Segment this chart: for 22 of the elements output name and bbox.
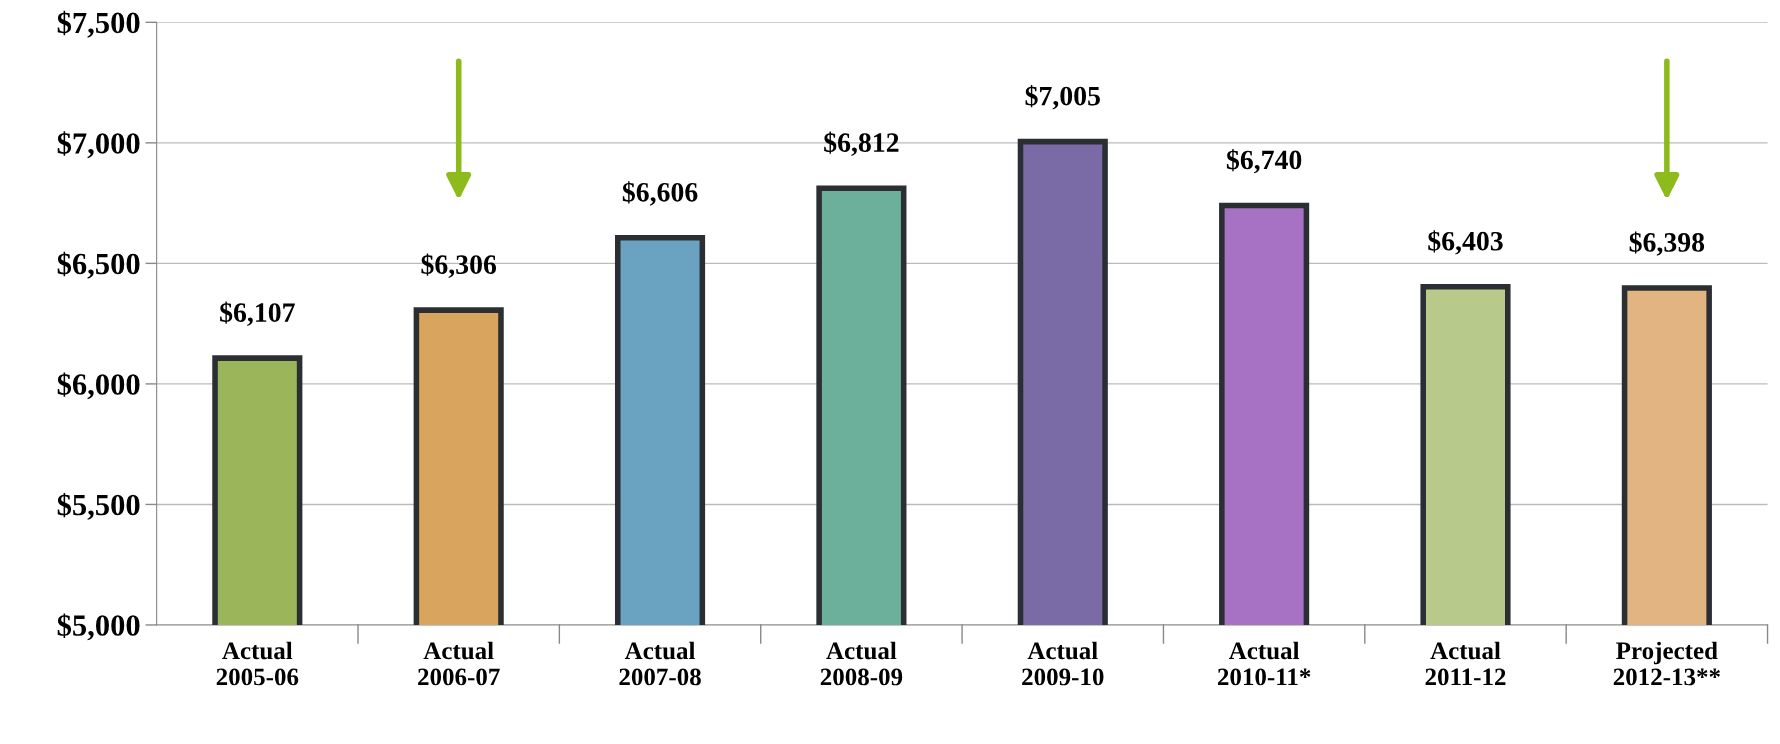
y-tick-label: $6,000	[57, 372, 140, 400]
x-tick-label: Actual 2007-08	[619, 641, 701, 686]
data-label: $6,107	[220, 301, 295, 326]
data-label: $6,740	[1226, 148, 1302, 174]
y-tick-label: $5,500	[57, 492, 140, 520]
y-tick-label: $6,500	[57, 251, 140, 279]
x-tick-label: Projected 2012-13**	[1613, 641, 1720, 686]
data-label: $6,812	[824, 131, 899, 156]
data-label: $6,403	[1428, 230, 1503, 255]
x-tick-label: Actual 2008-09	[820, 641, 903, 686]
x-tick-label: Actual 2006-07	[418, 641, 500, 686]
x-tick-label: Actual 2009-10	[1022, 641, 1104, 686]
data-label: $7,005	[1025, 85, 1100, 110]
y-tick-label: $7,500	[57, 10, 140, 38]
y-tick-label: $5,000	[57, 613, 140, 641]
data-label: $6,606	[622, 181, 698, 206]
x-tick-label: Actual 2005-06	[216, 641, 299, 686]
x-tick-label: Actual 2010-11*	[1217, 641, 1311, 686]
data-label: $6,306	[421, 253, 497, 278]
y-tick-label: $7,000	[57, 131, 140, 159]
data-label: $6,398	[1629, 231, 1705, 256]
x-tick-label: Actual 2011-12	[1425, 641, 1506, 686]
